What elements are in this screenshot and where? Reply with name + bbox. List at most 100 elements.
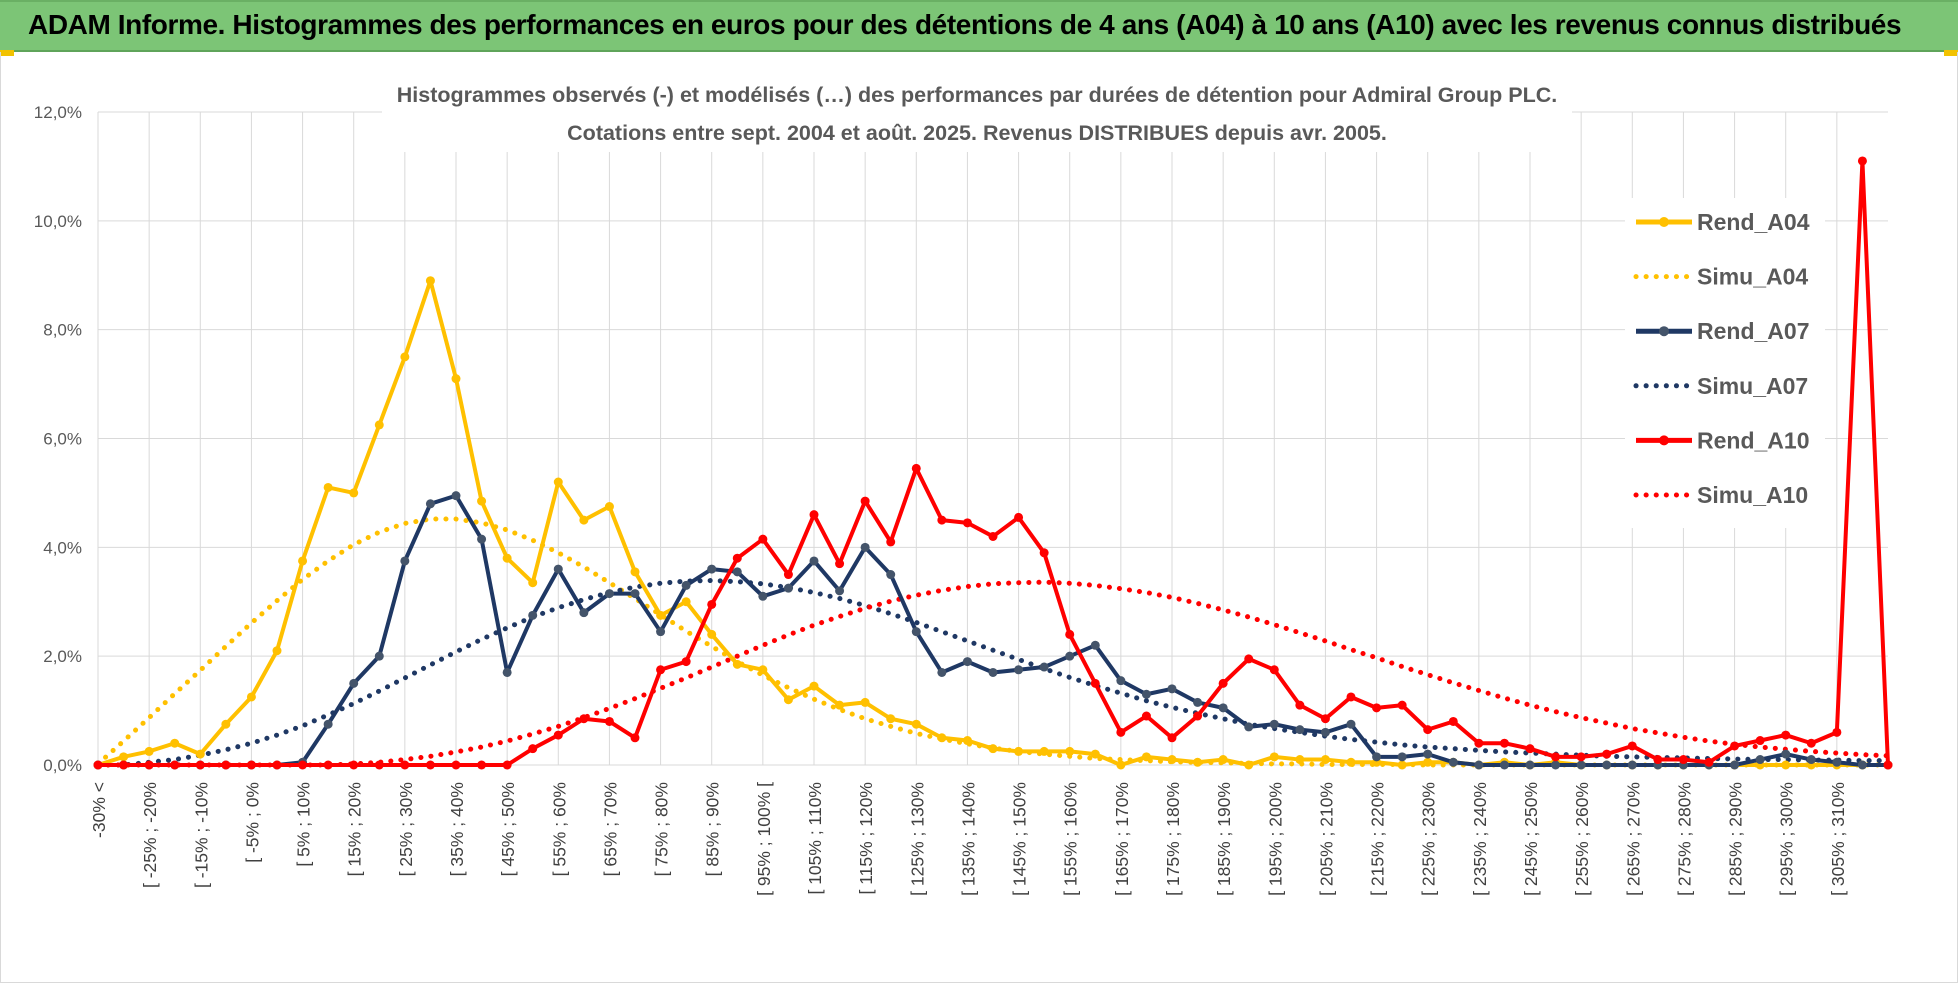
data-point xyxy=(1141,711,1151,721)
data-point xyxy=(1065,651,1075,661)
series-line-Rend_A04 xyxy=(97,278,1888,767)
data-point xyxy=(1755,755,1765,765)
data-point xyxy=(1423,749,1433,759)
legend: Rend_A04 Simu_A04 Rend_A07 Simu_A07 Rend_A10… xyxy=(1625,198,1825,528)
data-point xyxy=(835,559,845,569)
data-point xyxy=(400,760,410,770)
data-point xyxy=(1372,752,1382,762)
data-point xyxy=(579,515,589,525)
data-point xyxy=(579,714,589,724)
series-line-Simu_A04 xyxy=(95,516,1891,768)
data-point xyxy=(783,583,793,593)
legend-item-Rend_A04: Rend_A04 xyxy=(1636,209,1810,235)
data-point xyxy=(579,608,589,618)
data-point xyxy=(707,599,717,609)
data-point xyxy=(1065,746,1075,756)
data-point xyxy=(604,502,614,512)
data-point xyxy=(323,482,333,492)
x-tick-label: [ 15% ; 20% xyxy=(345,782,365,876)
data-point xyxy=(988,667,998,677)
data-point xyxy=(1551,752,1561,762)
series-Rend_A04 xyxy=(93,276,1893,770)
data-point xyxy=(528,744,538,754)
data-point xyxy=(1525,744,1535,754)
data-point xyxy=(246,760,256,770)
y-tick-label: 10,0% xyxy=(34,212,82,231)
data-point xyxy=(758,591,768,601)
data-point xyxy=(374,651,384,661)
corner-mark-left xyxy=(0,50,14,56)
data-point xyxy=(1397,752,1407,762)
data-point xyxy=(886,537,896,547)
data-point xyxy=(246,692,256,702)
x-tick-label: [ 265% ; 270% xyxy=(1623,782,1643,896)
data-point xyxy=(144,746,154,756)
y-axis: 0,0% 2,0% 4,0% 6,0% 8,0% 10,0% 12,0% xyxy=(34,103,82,775)
data-point xyxy=(1065,629,1075,639)
x-tick-label: [ -5% ; 0% xyxy=(242,782,262,863)
data-point xyxy=(553,730,563,740)
data-point xyxy=(195,760,205,770)
x-tick-label: [ 55% ; 60% xyxy=(549,782,569,876)
corner-mark-right xyxy=(1944,50,1958,56)
data-point xyxy=(758,534,768,544)
data-point xyxy=(860,496,870,506)
x-tick-label: [ 205% ; 210% xyxy=(1316,782,1336,896)
data-point xyxy=(758,665,768,675)
data-point xyxy=(1269,752,1279,762)
data-point xyxy=(988,744,998,754)
data-point xyxy=(400,556,410,566)
data-point xyxy=(451,374,461,384)
legend-label: Rend_A07 xyxy=(1697,318,1809,344)
data-point xyxy=(1320,755,1330,765)
data-point xyxy=(860,697,870,707)
data-point xyxy=(374,420,384,430)
legend-label: Simu_A04 xyxy=(1697,264,1808,290)
data-point xyxy=(937,733,947,743)
data-point xyxy=(707,629,717,639)
y-tick-label: 8,0% xyxy=(43,321,82,340)
series-Rend_A07 xyxy=(93,491,1893,770)
x-tick-label: -30% < xyxy=(89,782,109,838)
x-tick-label: [ 195% ; 200% xyxy=(1265,782,1285,896)
chart-title: Histogrammes observés (-) et modélisés (… xyxy=(397,83,1557,107)
series-Simu_A07 xyxy=(95,578,1891,768)
data-point xyxy=(1397,760,1407,770)
data-point xyxy=(144,760,154,770)
data-point xyxy=(604,589,614,599)
x-tick-label: [ 65% ; 70% xyxy=(600,782,620,876)
data-point xyxy=(732,553,742,563)
data-point xyxy=(528,610,538,620)
legend-label: Simu_A07 xyxy=(1697,373,1808,399)
data-point xyxy=(630,589,640,599)
data-point xyxy=(1090,678,1100,688)
data-point xyxy=(1244,722,1254,732)
data-point xyxy=(1320,727,1330,737)
data-point xyxy=(1116,676,1126,686)
chart-title-background xyxy=(382,76,1572,152)
data-point xyxy=(962,657,972,667)
data-point xyxy=(1116,760,1126,770)
data-point xyxy=(962,736,972,746)
data-point xyxy=(1090,640,1100,650)
y-tick-label: 12,0% xyxy=(34,103,82,122)
data-point xyxy=(323,760,333,770)
data-point xyxy=(1141,752,1151,762)
legend-background xyxy=(1625,198,1825,528)
data-point xyxy=(425,276,435,286)
data-point xyxy=(425,760,435,770)
data-point xyxy=(988,531,998,541)
x-tick-label: [ 285% ; 290% xyxy=(1726,782,1746,896)
data-point xyxy=(1602,760,1612,770)
data-point xyxy=(886,570,896,580)
data-point xyxy=(860,542,870,552)
data-point xyxy=(1346,692,1356,702)
data-point xyxy=(1474,760,1484,770)
data-point xyxy=(732,567,742,577)
data-point xyxy=(1014,512,1024,522)
data-point xyxy=(1602,749,1612,759)
data-point xyxy=(681,597,691,607)
data-point xyxy=(170,738,180,748)
data-point xyxy=(553,564,563,574)
x-tick-label: [ 125% ; 130% xyxy=(907,782,927,896)
